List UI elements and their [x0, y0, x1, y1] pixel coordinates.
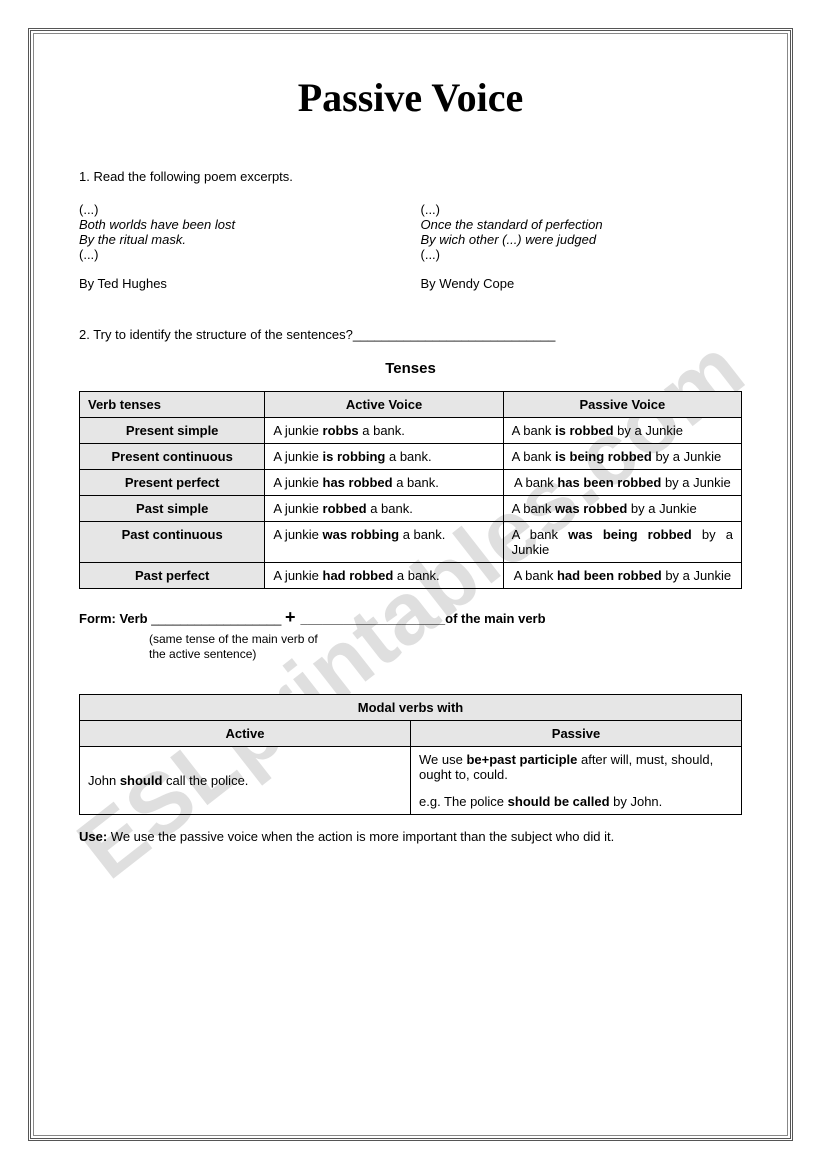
tense-name-cell: Present continuous — [80, 444, 265, 470]
passive-voice-cell: A bank has been robbed by a Junkie — [503, 470, 741, 496]
bold-text: should — [120, 773, 163, 788]
poem-author: By Wendy Cope — [421, 276, 743, 291]
col-header-passive: Passive Voice — [503, 392, 741, 418]
plus-sign: + — [285, 607, 301, 627]
table-row: Past simpleA junkie robbed a bank.A bank… — [80, 496, 742, 522]
poem-line: Once the standard of perfection — [421, 217, 743, 232]
poem-line: By wich other (...) were judged — [421, 232, 743, 247]
text: by John. — [610, 794, 663, 809]
poem-right: (...) Once the standard of perfection By… — [421, 202, 743, 291]
tense-name-cell: Past perfect — [80, 563, 265, 589]
modal-active-cell: John should call the police. — [80, 747, 411, 815]
page-title: Passive Voice — [79, 74, 742, 121]
bold-text: should be called — [508, 794, 610, 809]
passive-voice-cell: A bank is being robbed by a Junkie — [503, 444, 741, 470]
poem-line: By the ritual mask. — [79, 232, 401, 247]
poem-author: By Ted Hughes — [79, 276, 401, 291]
table-row: Present simpleA junkie robbs a bank.A ba… — [80, 418, 742, 444]
active-voice-cell: A junkie robbs a bank. — [265, 418, 503, 444]
modal-col-active: Active — [80, 721, 411, 747]
question-2: 2. Try to identify the structure of the … — [79, 327, 742, 342]
active-voice-cell: A junkie robbed a bank. — [265, 496, 503, 522]
text: We use — [419, 752, 466, 767]
form-line: Form: Verb __________________ + ________… — [79, 607, 742, 628]
use-label: Use: — [79, 829, 107, 844]
tenses-table: Verb tenses Active Voice Passive Voice P… — [79, 391, 742, 589]
form-note-line: the active sentence) — [149, 647, 256, 661]
ellipsis: (...) — [421, 202, 743, 217]
form-label: Form: Verb — [79, 611, 151, 626]
tense-name-cell: Present simple — [80, 418, 265, 444]
passive-voice-cell: A bank was being robbed by a Junkie — [503, 522, 741, 563]
active-voice-cell: A junkie is robbing a bank. — [265, 444, 503, 470]
active-voice-cell: A junkie has robbed a bank. — [265, 470, 503, 496]
page-inner-frame: Passive Voice 1. Read the following poem… — [33, 33, 788, 1136]
table-row: Present continuousA junkie is robbing a … — [80, 444, 742, 470]
use-text: We use the passive voice when the action… — [107, 829, 614, 844]
bold-text: be+past participle — [466, 752, 577, 767]
table-row: Present perfectA junkie has robbed a ban… — [80, 470, 742, 496]
form-blank1: __________________ — [151, 611, 281, 626]
tenses-heading: Tenses — [79, 360, 742, 377]
table-row: Past continuousA junkie was robbing a ba… — [80, 522, 742, 563]
active-voice-cell: A junkie had robbed a bank. — [265, 563, 503, 589]
poem-line: Both worlds have been lost — [79, 217, 401, 232]
form-blank2: ____________________ — [301, 611, 446, 626]
modal-title: Modal verbs with — [80, 695, 742, 721]
tense-name-cell: Past simple — [80, 496, 265, 522]
form-note: (same tense of the main verb of the acti… — [149, 632, 742, 662]
modal-table: Modal verbs with Active Passive John sho… — [79, 694, 742, 815]
active-voice-cell: A junkie was robbing a bank. — [265, 522, 503, 563]
form-note-line: (same tense of the main verb of — [149, 632, 318, 646]
passive-voice-cell: A bank had been robbed by a Junkie — [503, 563, 741, 589]
poem-excerpts: (...) Both worlds have been lost By the … — [79, 202, 742, 291]
passive-voice-cell: A bank was robbed by a Junkie — [503, 496, 741, 522]
modal-passive-cell: We use be+past participle after will, mu… — [411, 747, 742, 815]
text: e.g. The police — [419, 794, 508, 809]
poem-left: (...) Both worlds have been lost By the … — [79, 202, 401, 291]
question-1: 1. Read the following poem excerpts. — [79, 169, 742, 184]
passive-voice-cell: A bank is robbed by a Junkie — [503, 418, 741, 444]
ellipsis: (...) — [79, 202, 401, 217]
col-header-verb-tenses: Verb tenses — [80, 392, 265, 418]
form-tail: of the main verb — [445, 611, 545, 626]
text: John — [88, 773, 120, 788]
modal-col-passive: Passive — [411, 721, 742, 747]
page-outer-frame: Passive Voice 1. Read the following poem… — [28, 28, 793, 1141]
ellipsis: (...) — [421, 247, 743, 262]
tense-name-cell: Past continuous — [80, 522, 265, 563]
ellipsis: (...) — [79, 247, 401, 262]
text: call the police. — [162, 773, 248, 788]
col-header-active: Active Voice — [265, 392, 503, 418]
table-row: Past perfectA junkie had robbed a bank.A… — [80, 563, 742, 589]
use-section: Use: We use the passive voice when the a… — [79, 829, 742, 844]
tense-name-cell: Present perfect — [80, 470, 265, 496]
